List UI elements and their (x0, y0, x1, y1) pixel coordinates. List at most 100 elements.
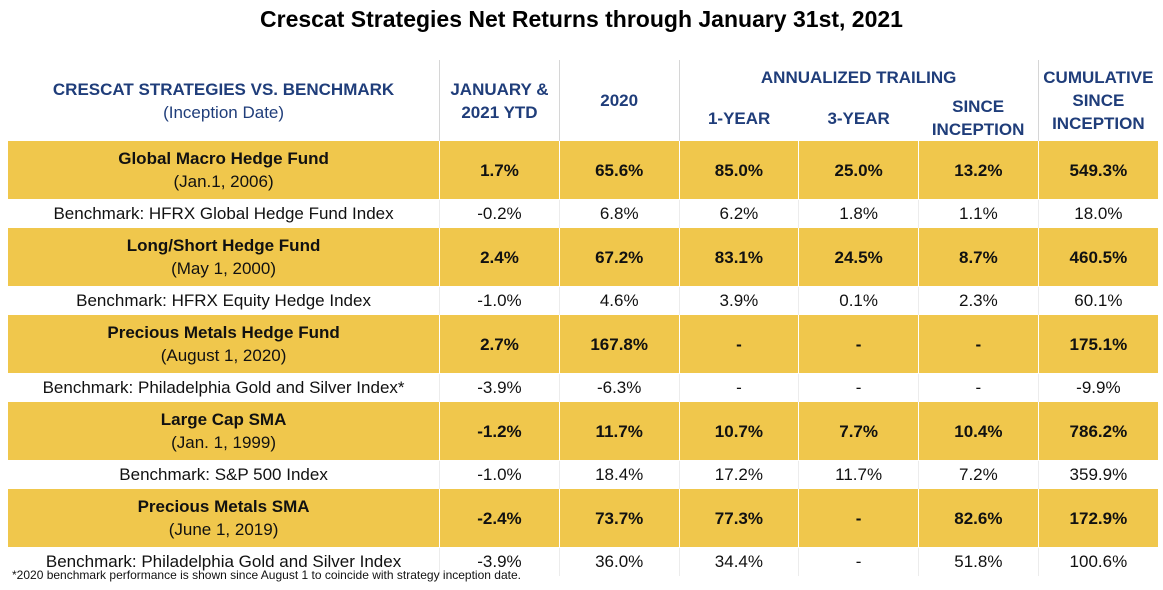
header-ytd: JANUARY & 2021 YTD (439, 60, 560, 141)
returns-table: CRESCAT STRATEGIES VS. BENCHMARK (Incept… (8, 60, 1158, 576)
fund-value-since-inception: 8.7% (917, 228, 1039, 287)
header-annualized-trailing: ANNUALIZED TRAILING (678, 60, 1039, 95)
benchmark-value-cumulative: 60.1% (1037, 286, 1158, 315)
header-cum-line2: SINCE (1072, 91, 1125, 110)
fund-value-2020: 11.7% (558, 402, 680, 461)
benchmark-value-1-year: 3.9% (678, 286, 799, 315)
header-strategy: CRESCAT STRATEGIES VS. BENCHMARK (Incept… (8, 60, 440, 141)
fund-name: Precious Metals SMA (137, 497, 310, 516)
fund-value-3-year: - (798, 489, 919, 548)
footnote: *2020 benchmark performance is shown sin… (12, 568, 521, 582)
header-since-line1: SINCE (952, 97, 1005, 116)
fund-value-ytd: -2.4% (439, 489, 560, 548)
benchmark-value-cumulative: 18.0% (1037, 199, 1158, 228)
fund-value-2020: 67.2% (558, 228, 680, 287)
fund-value-since-inception: 13.2% (917, 141, 1039, 200)
benchmark-value-cumulative: 100.6% (1037, 547, 1158, 576)
benchmark-value-1-year: - (678, 373, 799, 402)
benchmark-value-3-year: 0.1% (798, 286, 919, 315)
fund-name: Long/Short Hedge Fund (126, 236, 321, 255)
fund-value-since-inception: 82.6% (917, 489, 1039, 548)
benchmark-value-2020: -6.3% (558, 373, 680, 402)
fund-value-cumulative: 786.2% (1037, 402, 1158, 461)
fund-value-2020: 167.8% (558, 315, 680, 374)
benchmark-value-cumulative: -9.9% (1037, 373, 1158, 402)
fund-value-cumulative: 549.3% (1037, 141, 1158, 200)
fund-value-3-year: - (798, 315, 919, 374)
header-1-year: 1-YEAR (678, 95, 799, 141)
fund-name-cell: Precious Metals Hedge Fund (August 1, 202… (8, 315, 440, 374)
header-since-line2: INCEPTION (931, 120, 1025, 139)
header-cum-line3: INCEPTION (1052, 114, 1145, 133)
fund-name-cell: Long/Short Hedge Fund (May 1, 2000) (8, 228, 440, 287)
fund-value-ytd: 2.7% (439, 315, 560, 374)
benchmark-value-since-inception: - (917, 373, 1039, 402)
fund-value-1-year: 83.1% (678, 228, 799, 287)
fund-value-1-year: - (678, 315, 799, 374)
fund-value-since-inception: 10.4% (917, 402, 1039, 461)
header-ytd-line1: JANUARY & (450, 79, 549, 99)
fund-value-1-year: 10.7% (678, 402, 799, 461)
benchmark-value-ytd: -1.0% (439, 460, 560, 489)
fund-value-cumulative: 460.5% (1037, 228, 1158, 287)
header-cumulative: CUMULATIVE SINCE INCEPTION (1037, 60, 1158, 141)
fund-name-cell: Large Cap SMA (Jan. 1, 1999) (8, 402, 440, 461)
fund-row: Large Cap SMA (Jan. 1, 1999) -1.2% 11.7% 10.… (8, 402, 1158, 461)
header-3-year: 3-YEAR (827, 108, 890, 128)
fund-value-cumulative: 172.9% (1037, 489, 1158, 548)
benchmark-row: Benchmark: Philadelphia Gold and Silver … (8, 373, 1158, 402)
benchmark-name: Benchmark: Philadelphia Gold and Silver … (8, 547, 440, 576)
benchmark-value-ytd: -3.9% (439, 373, 560, 402)
fund-inception-date: (Jan. 1, 1999) (171, 433, 276, 452)
fund-name-cell: Global Macro Hedge Fund (Jan.1, 2006) (8, 141, 440, 200)
chart-title: Crescat Strategies Net Returns through J… (260, 6, 903, 32)
fund-row: Precious Metals Hedge Fund (August 1, 202… (8, 315, 1158, 374)
fund-value-3-year: 25.0% (798, 141, 919, 200)
benchmark-value-1-year: 34.4% (678, 547, 799, 576)
benchmark-value-ytd: -0.2% (439, 199, 560, 228)
benchmark-value-since-inception: 2.3% (917, 286, 1039, 315)
header-cum-line1: CUMULATIVE (1043, 68, 1154, 87)
fund-value-3-year: 7.7% (798, 402, 919, 461)
header-strategy-main: CRESCAT STRATEGIES VS. BENCHMARK (52, 79, 395, 99)
benchmark-value-1-year: 17.2% (678, 460, 799, 489)
fund-value-since-inception: - (917, 315, 1039, 374)
benchmark-value-3-year: - (798, 547, 919, 576)
fund-value-3-year: 24.5% (798, 228, 919, 287)
benchmark-name: Benchmark: S&P 500 Index (8, 460, 440, 489)
header-since-inception: SINCE INCEPTION (918, 95, 1038, 141)
fund-inception-date: (June 1, 2019) (168, 520, 279, 539)
header-2020: 2020 (558, 60, 680, 141)
benchmark-row: Benchmark: HFRX Equity Hedge Index -1.0% 4… (8, 286, 1158, 315)
fund-row: Long/Short Hedge Fund (May 1, 2000) 2.4% 67… (8, 228, 1158, 287)
fund-inception-date: (Jan.1, 2006) (173, 172, 274, 191)
benchmark-value-ytd: -1.0% (439, 286, 560, 315)
benchmark-row: Benchmark: Philadelphia Gold and Silver … (8, 547, 1158, 576)
fund-value-1-year: 77.3% (678, 489, 799, 548)
benchmark-value-2020: 6.8% (558, 199, 680, 228)
fund-name: Large Cap SMA (160, 410, 287, 429)
benchmark-value-2020: 4.6% (558, 286, 680, 315)
benchmark-value-2020: 18.4% (558, 460, 680, 489)
fund-value-2020: 73.7% (558, 489, 680, 548)
header-strategy-sub: (Inception Date) (163, 102, 285, 122)
benchmark-value-2020: 36.0% (558, 547, 680, 576)
table-body: Global Macro Hedge Fund (Jan.1, 2006) 1.7%… (8, 141, 1158, 576)
benchmark-value-since-inception: 7.2% (917, 460, 1039, 489)
benchmark-value-since-inception: 51.8% (917, 547, 1039, 576)
fund-name: Global Macro Hedge Fund (118, 149, 329, 168)
fund-value-ytd: 1.7% (439, 141, 560, 200)
benchmark-name: Benchmark: Philadelphia Gold and Silver … (8, 373, 440, 402)
benchmark-name: Benchmark: HFRX Equity Hedge Index (8, 286, 440, 315)
fund-inception-date: (May 1, 2000) (171, 259, 276, 278)
fund-value-2020: 65.6% (558, 141, 680, 200)
benchmark-value-ytd: -3.9% (439, 547, 560, 576)
benchmark-name: Benchmark: HFRX Global Hedge Fund Index (8, 199, 440, 228)
benchmark-value-3-year: 1.8% (798, 199, 919, 228)
fund-inception-date: (August 1, 2020) (160, 346, 287, 365)
fund-name-cell: Precious Metals SMA (June 1, 2019) (8, 489, 440, 548)
fund-row: Global Macro Hedge Fund (Jan.1, 2006) 1.7%… (8, 141, 1158, 200)
fund-value-cumulative: 175.1% (1037, 315, 1158, 374)
benchmark-value-cumulative: 359.9% (1037, 460, 1158, 489)
header-ytd-line2: 2021 YTD (461, 102, 538, 122)
